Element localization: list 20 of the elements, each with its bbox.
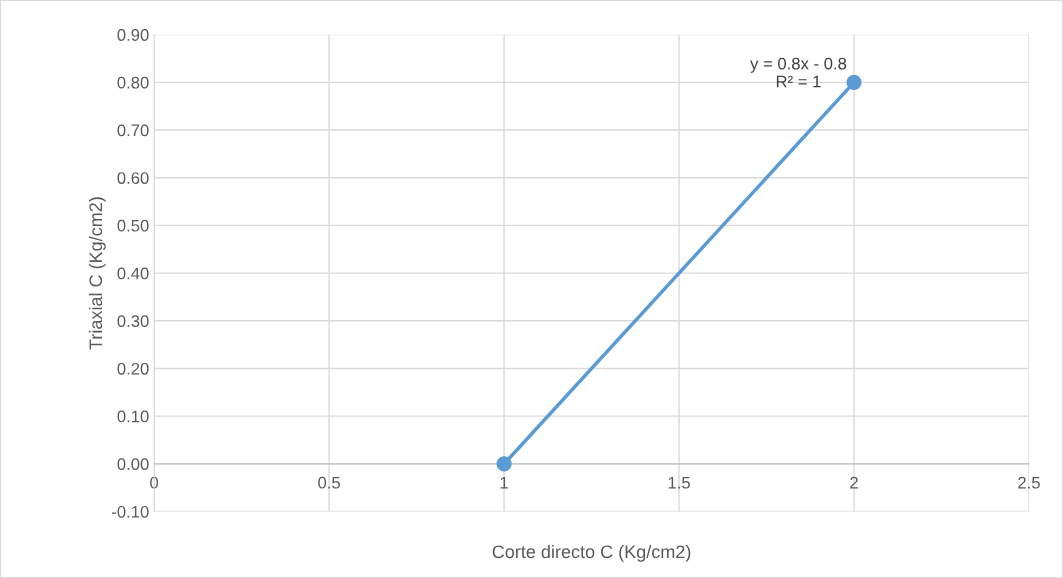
y-tick-label: 0.60 [117,172,149,184]
y-tick-label: 0.90 [117,29,149,41]
y-tick-label: 0.70 [117,124,149,137]
y-tick-label: 0.10 [117,410,149,423]
y-tick-label: 0.30 [117,315,149,327]
annotation: y = 0.8x - 0.8 R² = 1 [750,57,847,88]
x-tick-label: 2 [850,476,858,489]
x-axis-title: Corte directo C (Kg/cm2) [492,544,691,562]
y-tick-label: 0.80 [117,76,149,89]
x-tick-label: 1.5 [668,476,690,489]
y-tick-label: 0.00 [117,458,149,471]
x-tick-label: 0 [150,476,159,489]
y-axis-title: Triaxial C (Kg/cm2) [88,197,106,350]
y-tick-label: 0.50 [117,219,149,232]
y-tick-label: 0.20 [117,362,149,375]
x-tick-label: 2.5 [1018,476,1040,489]
x-tick-label: 1 [500,476,508,489]
y-tick-label: -0.10 [112,505,149,518]
y-tick-label: 0.40 [117,267,149,280]
x-tick-label: 0.5 [318,476,340,489]
